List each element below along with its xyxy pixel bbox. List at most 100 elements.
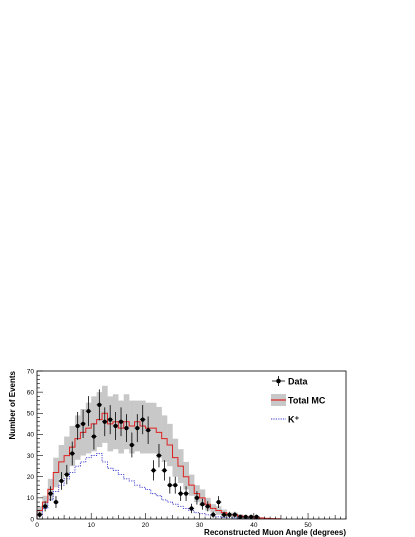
data-marker [243,514,248,519]
data-point [194,491,200,505]
data-point [248,514,254,519]
data-point [80,409,86,439]
y-tick-label: 60 [27,389,35,396]
kplus-histogram-layer [36,453,260,520]
data-point [74,412,81,440]
data-marker [156,453,162,458]
data-marker [113,423,118,429]
mc-band-bin [183,461,189,490]
data-point [107,405,113,435]
data-point [58,472,65,490]
x-tick-label: 20 [142,522,150,529]
mc-band-bin [129,400,135,454]
data-marker [97,402,102,407]
data-point [42,501,48,512]
data-point [140,405,146,435]
x-tick-label: 10 [88,522,96,529]
data-point [156,443,162,468]
data-point [243,514,249,519]
data-point [215,496,222,509]
y-tick-label: 70 [27,368,35,375]
data-marker [151,468,156,473]
data-point [172,476,178,494]
data-marker [200,502,205,507]
data-marker [189,506,194,511]
y-tick-label: 50 [27,411,35,418]
data-point [118,407,124,437]
data-marker [162,468,167,473]
legend: Data Total MC K⁺ [271,376,326,425]
data-point [221,511,227,518]
data-point [253,514,260,519]
x-tick-label: 0 [35,522,39,529]
data-marker [205,504,210,509]
x-tick-label: 50 [304,522,312,529]
data-point [64,464,70,485]
x-axis-label: Reconstructed Muon Angle (degrees) [204,528,346,537]
data-point [232,511,238,518]
y-axis-label: Number of Events [8,370,17,439]
data-marker [124,425,129,431]
data-marker [118,419,124,424]
axes-layer: 0 10 20 30 40 50 0 10 20 30 40 50 60 70 [27,368,347,529]
data-marker [211,512,216,517]
data-point [47,486,54,502]
data-marker [59,478,64,484]
data-point [112,412,119,440]
data-points-layer [37,389,260,519]
y-tick-label: 0 [30,516,34,523]
data-marker [194,495,200,500]
data-point [199,498,206,510]
data-point [96,389,103,421]
data-point [167,476,173,494]
data-marker [102,419,107,424]
data-marker [135,425,140,431]
data-point [69,441,75,466]
y-tick-label: 30 [27,453,35,460]
data-marker [86,409,91,414]
data-point [177,486,184,502]
data-marker [140,417,145,422]
data-marker [238,514,243,519]
data-point [188,503,195,514]
data-marker [221,512,227,517]
data-marker [53,499,59,505]
legend-total-mc-label: Total MC [288,396,326,406]
data-marker [146,428,151,433]
data-marker [129,442,134,448]
legend-total-mc-symbol [271,394,286,406]
kplus-step-line [36,453,260,520]
data-marker [80,421,86,426]
data-marker [178,491,183,496]
data-marker [183,491,189,496]
data-marker [232,512,237,517]
data-marker [75,423,80,429]
data-marker [254,514,259,519]
data-point [129,432,135,458]
data-point [102,407,108,437]
data-marker [167,483,172,488]
data-point [161,460,168,481]
data-point [53,496,59,509]
data-marker [48,491,53,496]
data-point [145,416,151,444]
data-point [226,511,233,518]
data-point [134,414,140,443]
data-point [210,511,216,518]
data-point [183,486,189,502]
data-marker [70,451,75,456]
y-tick-label: 10 [27,495,35,502]
data-marker [227,512,232,517]
legend-data-label: Data [288,377,309,387]
data-point [85,396,92,427]
data-marker [216,499,221,505]
data-marker [64,472,69,477]
data-point [123,414,130,443]
y-tick-label: 20 [27,474,35,481]
legend-data-symbol [272,376,285,386]
data-marker [108,417,113,422]
x-tick-label: 30 [196,522,204,529]
data-point [237,514,243,519]
data-point [91,423,97,450]
